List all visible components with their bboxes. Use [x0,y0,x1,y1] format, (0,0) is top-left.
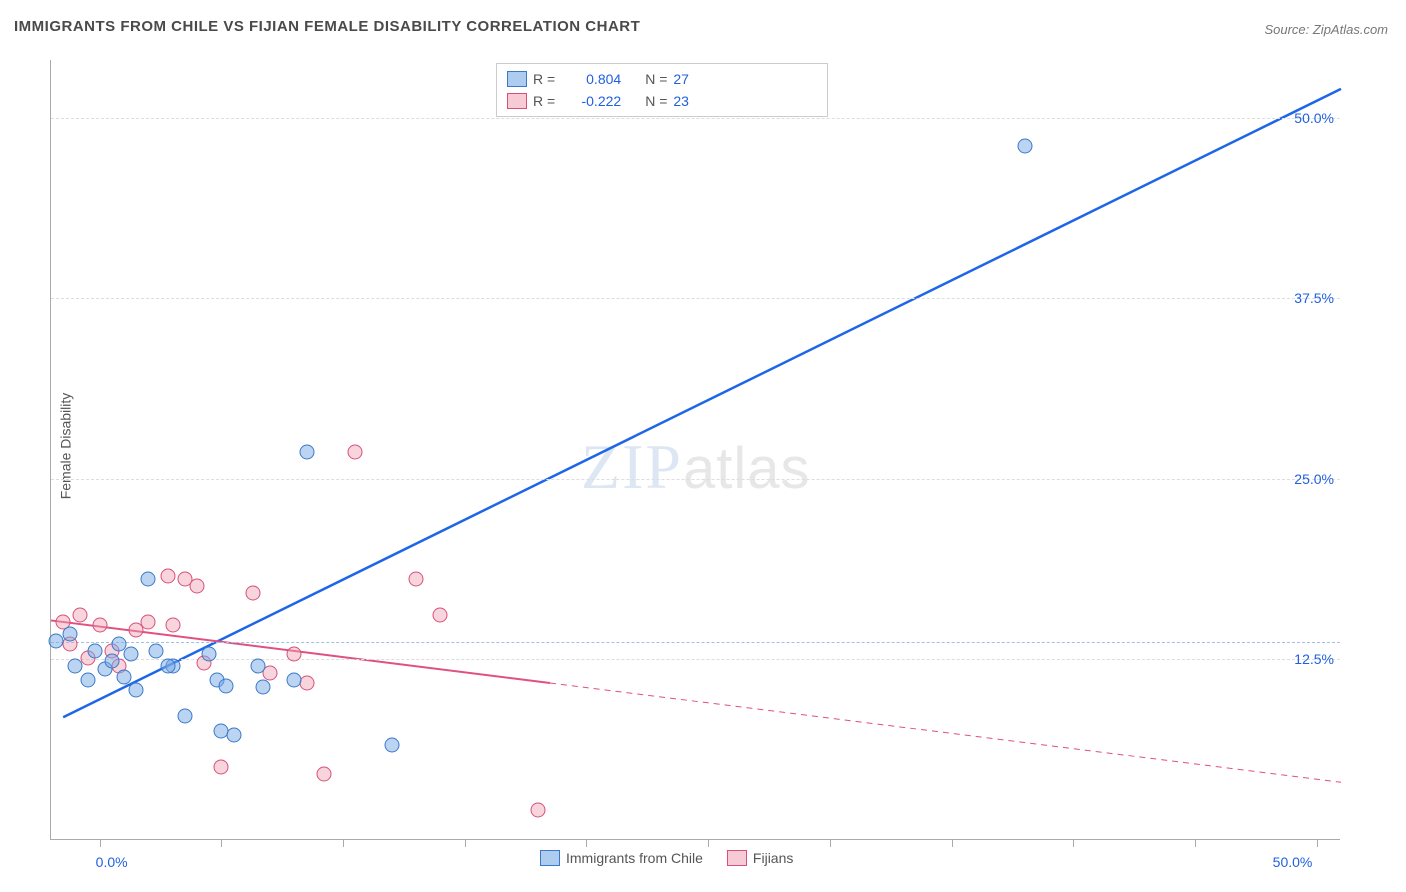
y-tick-label: 12.5% [1294,651,1334,667]
x-tick [1195,839,1196,847]
scatter-point-blue [219,678,234,693]
scatter-point-pink [160,569,175,584]
x-tick-label: 50.0% [1273,854,1313,870]
scatter-point-pink [73,608,88,623]
scatter-point-pink [348,444,363,459]
gridline-h [51,118,1340,119]
trend-lines-layer [51,60,1340,839]
scatter-point-blue [68,658,83,673]
r-label: R = [533,93,555,109]
scatter-point-blue [141,572,156,587]
y-tick-label: 25.0% [1294,471,1334,487]
scatter-point-blue [1017,138,1032,153]
x-tick [343,839,344,847]
x-tick [830,839,831,847]
scatter-point-blue [87,644,102,659]
scatter-point-pink [433,608,448,623]
legend-label: Immigrants from Chile [566,850,703,866]
x-tick [100,839,101,847]
r-legend-row: R = -0.222 N = 23 [507,90,817,112]
scatter-point-blue [255,680,270,695]
scatter-point-blue [48,634,63,649]
watermark-atlas: atlas [683,436,811,501]
trend-blue-solid [63,89,1341,717]
scatter-point-pink [530,803,545,818]
y-tick-label: 50.0% [1294,110,1334,126]
n-label: N = [645,93,667,109]
watermark-zip: ZIP [581,431,683,502]
correlation-legend: R = 0.804 N = 27 R = -0.222 N = 23 [496,63,828,117]
gridline-h [51,479,1340,480]
r-label: R = [533,71,555,87]
scatter-point-pink [190,579,205,594]
scatter-point-pink [92,618,107,633]
legend-item: Immigrants from Chile [540,850,703,866]
x-tick [465,839,466,847]
scatter-point-blue [148,644,163,659]
scatter-point-blue [117,670,132,685]
x-tick [1073,839,1074,847]
x-tick [952,839,953,847]
x-tick [586,839,587,847]
legend-swatch-pink [727,850,747,866]
scatter-point-blue [250,658,265,673]
scatter-point-blue [104,654,119,669]
scatter-point-blue [202,647,217,662]
scatter-point-pink [246,586,261,601]
x-tick-label: 0.0% [96,854,128,870]
legend-label: Fijians [753,850,793,866]
plot-area: ZIPatlas R = 0.804 N = 27 R = -0.222 N = 23 12.… [50,60,1340,840]
scatter-point-pink [409,572,424,587]
n-value: 27 [673,71,689,87]
gridline-h [51,298,1340,299]
scatter-point-blue [80,673,95,688]
scatter-point-pink [165,618,180,633]
r-legend-row: R = 0.804 N = 27 [507,68,817,90]
series-legend: Immigrants from Chile Fijians [540,850,793,866]
chart-title: IMMIGRANTS FROM CHILE VS FIJIAN FEMALE D… [14,18,640,35]
gridline-h [51,659,1340,660]
x-tick [708,839,709,847]
scatter-point-pink [287,647,302,662]
scatter-point-blue [124,647,139,662]
legend-swatch-blue [507,71,527,87]
scatter-point-blue [384,738,399,753]
scatter-point-pink [141,615,156,630]
legend-item: Fijians [727,850,793,866]
mean-line-blue [51,642,1340,643]
r-value: 0.804 [561,71,621,87]
r-value: -0.222 [561,93,621,109]
n-label: N = [645,71,667,87]
y-tick-label: 37.5% [1294,290,1334,306]
x-tick [1317,839,1318,847]
trend-pink-dashed [550,683,1341,782]
scatter-point-blue [160,658,175,673]
n-value: 23 [673,93,689,109]
scatter-point-pink [316,767,331,782]
scatter-point-blue [287,673,302,688]
legend-swatch-pink [507,93,527,109]
scatter-point-blue [177,709,192,724]
scatter-point-pink [214,759,229,774]
source-attribution: Source: ZipAtlas.com [1264,22,1388,37]
x-tick [221,839,222,847]
watermark: ZIPatlas [581,430,811,504]
scatter-point-blue [299,444,314,459]
scatter-point-blue [226,728,241,743]
legend-swatch-blue [540,850,560,866]
scatter-point-blue [129,683,144,698]
scatter-point-blue [63,626,78,641]
